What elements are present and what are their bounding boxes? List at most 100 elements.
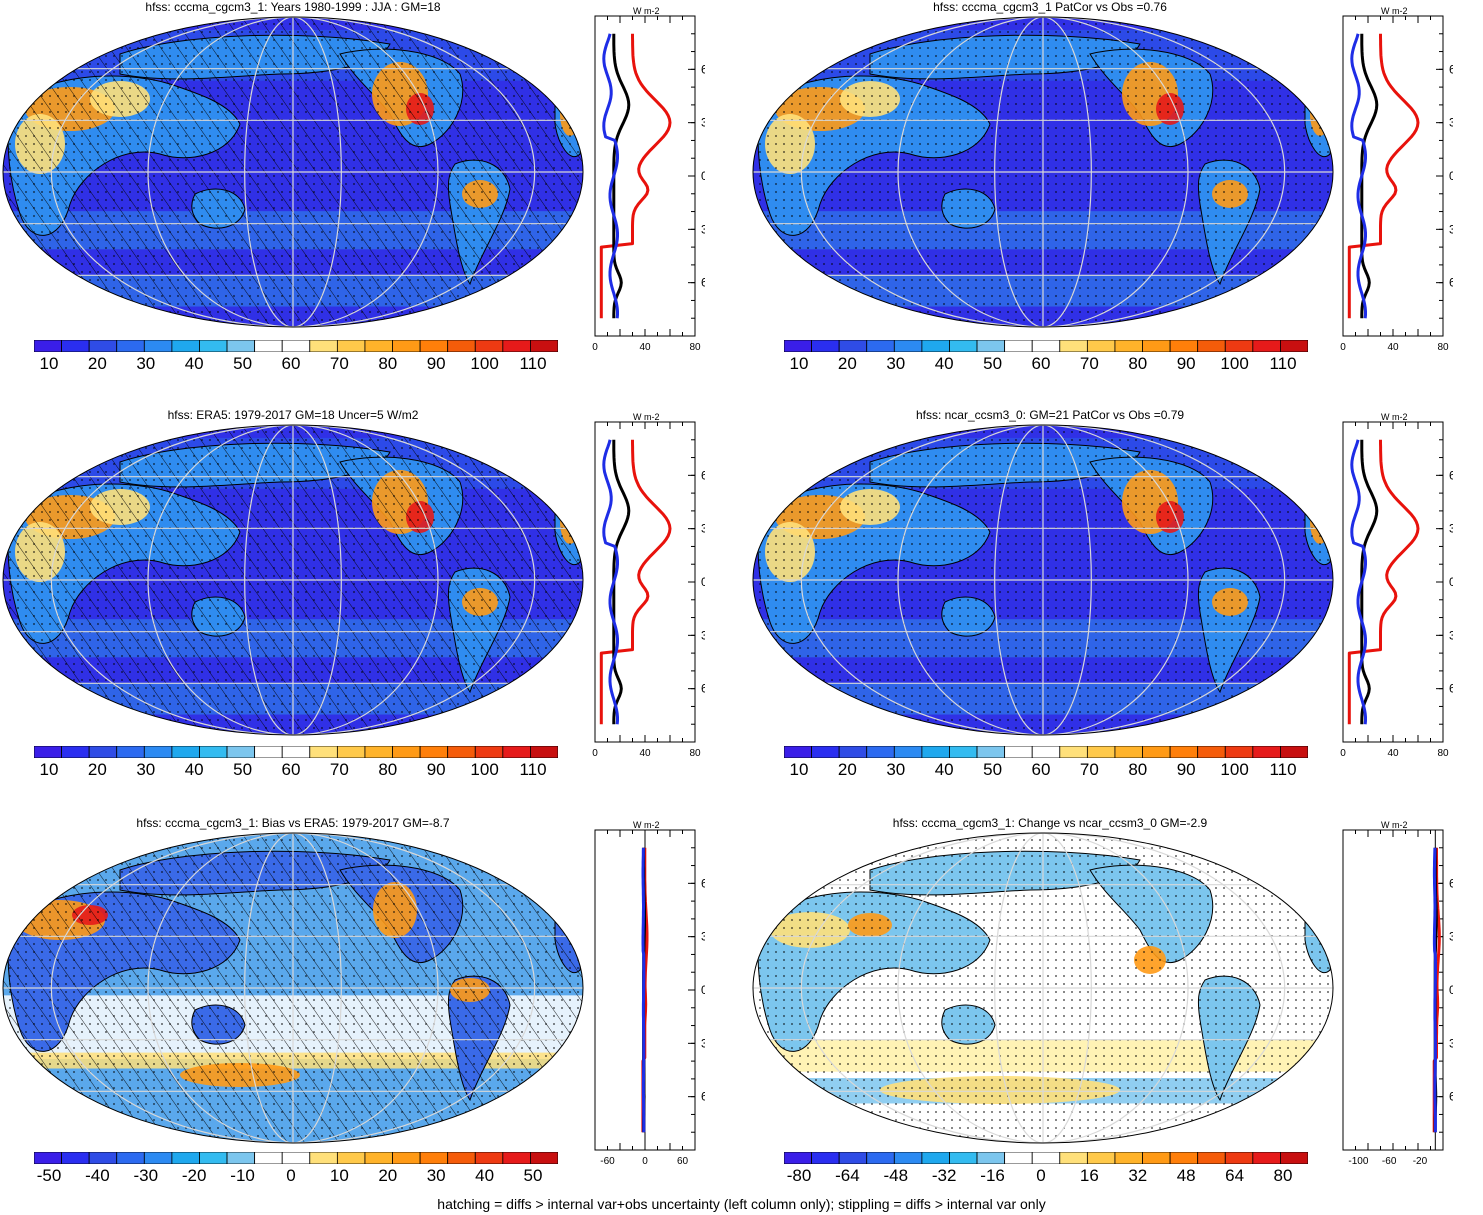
colorbar-tick-label: 80 [1273, 1166, 1293, 1185]
latitude-label: 30N [1449, 116, 1453, 130]
colorbar-swatch [838, 746, 868, 758]
colorbar-swatch [1252, 1152, 1281, 1164]
zonal-x-tick: 40 [1387, 342, 1399, 350]
colorbar-swatch [1031, 746, 1061, 758]
colorbar-swatch [364, 340, 393, 352]
colorbar-swatch [474, 746, 504, 758]
colorbar-swatch [447, 746, 476, 758]
colorbar-swatch [254, 1152, 283, 1164]
colorbar-swatch [1197, 340, 1226, 352]
zonal-mean-plot: W m-2 0 40 80 60N 30N 0 30S 60S [592, 412, 705, 756]
zonal-x-tick: 60 [677, 1156, 689, 1164]
latitude-label: 30N [1449, 930, 1453, 944]
colorbar-swatch [1086, 746, 1116, 758]
colorbar-swatch [199, 1152, 228, 1164]
zonal-unit-label: W m-2 [1381, 6, 1408, 16]
colorbar-tick-label: 70 [1079, 354, 1099, 373]
colorbar-tick-label: 60 [1031, 354, 1051, 373]
colorbar-swatch [530, 1152, 558, 1164]
colorbar-tick-label: 80 [378, 354, 398, 373]
colorbar-swatch [392, 1152, 421, 1164]
colorbar-swatch [1004, 1152, 1033, 1164]
colorbar-tick-label: 0 [286, 1166, 296, 1185]
colorbar-swatch [419, 1152, 449, 1164]
colorbar-swatch [921, 1152, 950, 1164]
colorbar-swatch [336, 340, 366, 352]
colorbar-swatch [866, 340, 895, 352]
colorbar-swatch [811, 1152, 840, 1164]
colorbar-swatch [254, 746, 283, 758]
zonal-unit-label: W m-2 [633, 6, 660, 16]
zonal-x-tick: 80 [1437, 748, 1449, 756]
colorbar-swatch [116, 340, 145, 352]
zonal-mean-plot: W m-2 0 40 80 60N 30N 0 30S 60S [1340, 6, 1453, 350]
colorbar-tick-label: 40 [475, 1166, 495, 1185]
latitude-label: 60N [701, 468, 705, 482]
latitude-label: 30N [701, 930, 705, 944]
panel-title: hfss: cccma_cgcm3_1: Years 1980-1999 : J… [145, 0, 441, 14]
colorbar-swatch [1252, 340, 1281, 352]
colorbar-swatch [784, 1152, 812, 1164]
colorbar-tick-label: 40 [934, 354, 954, 373]
zonal-unit-label: W m-2 [633, 820, 660, 830]
colorbar-swatch [976, 746, 1006, 758]
colorbar-tick-label: 60 [281, 760, 301, 779]
colorbar-tick-label: 32 [1128, 1166, 1148, 1185]
colorbar-swatch [1059, 746, 1088, 758]
colorbar-swatch [502, 1152, 531, 1164]
latitude-label: 0 [701, 169, 705, 183]
colorbar-swatch [976, 340, 1006, 352]
zonal-x-tick: 0 [1340, 342, 1346, 350]
colorbar-swatch [949, 340, 978, 352]
colorbar-swatch [309, 340, 338, 352]
latitude-label: 60S [701, 1090, 705, 1104]
colorbar-tick-label: 110 [1269, 354, 1297, 373]
panel-title: hfss: cccma_cgcm3_1 PatCor vs Obs =0.76 [933, 0, 1167, 14]
latitude-label: 0 [701, 983, 705, 997]
footer-note: hatching = diffs > internal var+obs unce… [437, 1196, 1046, 1212]
latitude-label: 30S [1449, 1036, 1453, 1050]
latitude-label: 60S [1449, 276, 1453, 290]
colorbar-tick-label: 100 [1220, 354, 1249, 373]
colorbar-swatch [976, 1152, 1006, 1164]
colorbar-tick-label: -20 [181, 1166, 207, 1185]
zonal-x-tick: -20 [1413, 1156, 1428, 1164]
colorbar-swatch [226, 340, 256, 352]
colorbar-swatch [893, 1152, 923, 1164]
colorbar-swatch [309, 746, 338, 758]
colorbar-tick-label: 60 [281, 354, 301, 373]
colorbar-tick-label: 110 [519, 760, 547, 779]
colorbar [34, 746, 558, 758]
zonal-x-tick: 40 [1387, 748, 1399, 756]
zonal-x-tick: -100 [1348, 1156, 1368, 1164]
colorbar-swatch [199, 746, 228, 758]
colorbar-tick-label: 50 [983, 760, 1003, 779]
colorbar-swatch [34, 1152, 62, 1164]
colorbar-tick-label: 80 [1128, 354, 1148, 373]
colorbar-tick-label: -16 [980, 1166, 1005, 1185]
colorbar-tick-label: 20 [837, 760, 857, 779]
colorbar-swatch [502, 746, 531, 758]
colorbar-swatch [893, 340, 923, 352]
colorbar-swatch [392, 746, 421, 758]
colorbar-tick-label: 70 [1079, 760, 1099, 779]
colorbar-swatch [1031, 340, 1061, 352]
colorbar-tick-label: 10 [39, 354, 59, 373]
colorbar-tick-label: 90 [1176, 760, 1196, 779]
zonal-x-tick: 80 [689, 342, 701, 350]
world-map [2, 16, 584, 328]
colorbar-swatch [61, 1152, 90, 1164]
colorbar-tick-label: 50 [233, 760, 253, 779]
colorbar-tick-label: 30 [426, 1166, 446, 1185]
colorbar-swatch [364, 1152, 393, 1164]
colorbar-tick-label: 50 [233, 354, 253, 373]
colorbar-swatch [1086, 1152, 1116, 1164]
latitude-label: 30S [701, 1036, 705, 1050]
colorbar-swatch [336, 1152, 366, 1164]
latitude-label: 60S [701, 276, 705, 290]
colorbar-swatch [784, 746, 812, 758]
colorbar-swatch [1114, 340, 1143, 352]
colorbar-tick-label: -80 [786, 1166, 812, 1185]
colorbar-tick-label: 20 [87, 760, 107, 779]
colorbar-swatch [1114, 746, 1143, 758]
